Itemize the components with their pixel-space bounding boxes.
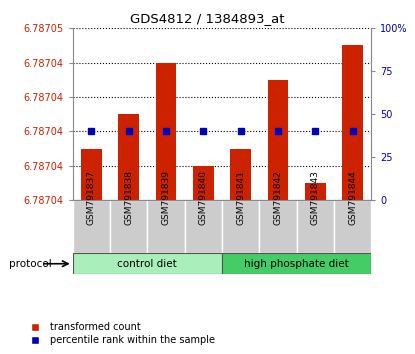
Legend: transformed count, percentile rank within the sample: transformed count, percentile rank withi… bbox=[22, 319, 219, 349]
Bar bbox=[110, 200, 147, 253]
Bar bbox=[81, 148, 102, 200]
Text: GDS4812 / 1384893_at: GDS4812 / 1384893_at bbox=[130, 12, 285, 25]
Text: GSM791838: GSM791838 bbox=[124, 171, 133, 225]
Bar bbox=[305, 183, 326, 200]
Bar bbox=[73, 200, 110, 253]
Bar bbox=[297, 200, 334, 253]
Text: GSM791842: GSM791842 bbox=[273, 171, 283, 225]
Bar bbox=[222, 253, 371, 274]
Text: GSM791839: GSM791839 bbox=[161, 171, 171, 225]
Bar bbox=[230, 148, 251, 200]
Bar bbox=[118, 114, 139, 200]
Bar bbox=[185, 200, 222, 253]
Bar bbox=[156, 63, 176, 200]
Text: GSM791843: GSM791843 bbox=[311, 171, 320, 225]
Bar bbox=[334, 200, 371, 253]
Bar bbox=[73, 253, 222, 274]
Bar bbox=[268, 80, 288, 200]
Text: GSM791837: GSM791837 bbox=[87, 171, 96, 225]
Text: control diet: control diet bbox=[117, 259, 177, 269]
Bar bbox=[222, 200, 259, 253]
Bar bbox=[193, 166, 214, 200]
Text: GSM791844: GSM791844 bbox=[348, 171, 357, 225]
Text: protocol: protocol bbox=[9, 259, 52, 269]
Text: GSM791840: GSM791840 bbox=[199, 171, 208, 225]
Bar bbox=[259, 200, 297, 253]
Bar bbox=[147, 200, 185, 253]
Text: high phosphate diet: high phosphate diet bbox=[244, 259, 349, 269]
Bar bbox=[342, 45, 363, 200]
Text: GSM791841: GSM791841 bbox=[236, 171, 245, 225]
